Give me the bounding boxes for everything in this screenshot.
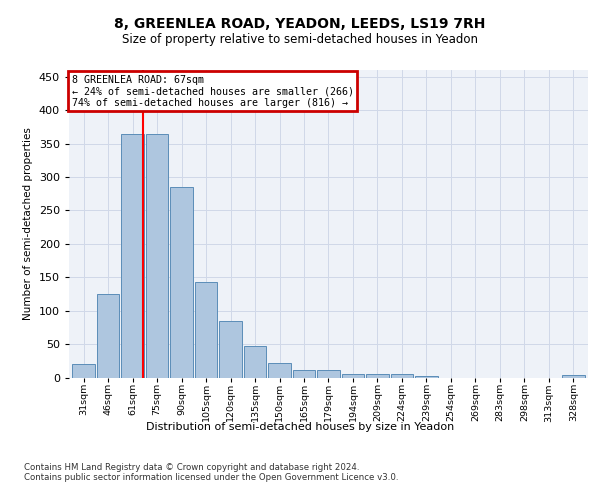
Text: 8 GREENLEA ROAD: 67sqm
← 24% of semi-detached houses are smaller (266)
74% of se: 8 GREENLEA ROAD: 67sqm ← 24% of semi-det…	[71, 74, 353, 108]
Bar	[366, 374, 389, 378]
Y-axis label: Number of semi-detached properties: Number of semi-detached properties	[23, 128, 33, 320]
Text: Distribution of semi-detached houses by size in Yeadon: Distribution of semi-detached houses by …	[146, 422, 454, 432]
Text: Contains HM Land Registry data © Crown copyright and database right 2024.
Contai: Contains HM Land Registry data © Crown c…	[24, 462, 398, 482]
Bar	[415, 376, 437, 378]
Bar	[391, 374, 413, 378]
Bar	[73, 364, 95, 378]
Bar	[220, 320, 242, 378]
Bar	[268, 363, 291, 378]
Bar	[97, 294, 119, 378]
Bar	[170, 187, 193, 378]
Bar	[342, 374, 364, 378]
Text: 8, GREENLEA ROAD, YEADON, LEEDS, LS19 7RH: 8, GREENLEA ROAD, YEADON, LEEDS, LS19 7R…	[115, 18, 485, 32]
Text: Size of property relative to semi-detached houses in Yeadon: Size of property relative to semi-detach…	[122, 32, 478, 46]
Bar	[244, 346, 266, 378]
Bar	[121, 134, 144, 378]
Bar	[562, 375, 584, 378]
Bar	[195, 282, 217, 378]
Bar	[293, 370, 315, 378]
Bar	[317, 370, 340, 378]
Bar	[146, 134, 169, 378]
